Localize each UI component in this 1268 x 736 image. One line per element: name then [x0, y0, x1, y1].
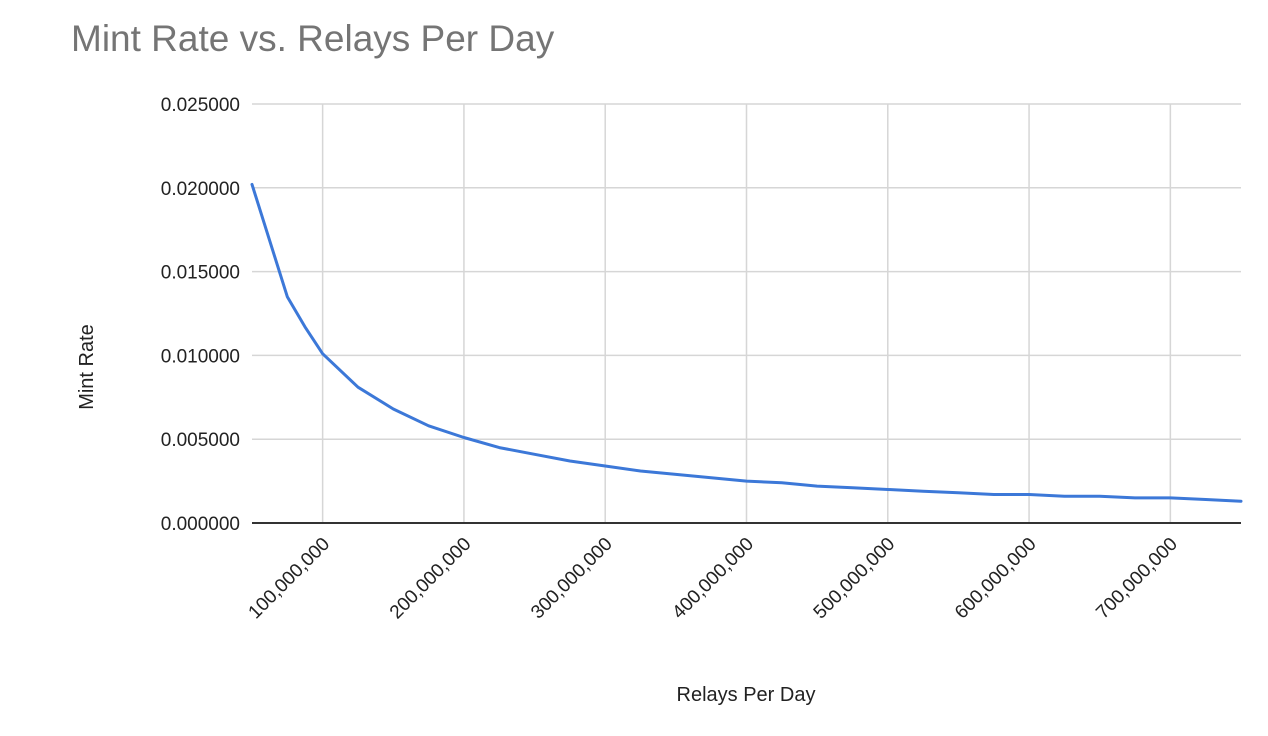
gridlines: [252, 103, 1241, 523]
y-tick-label: 0.015000: [161, 263, 240, 284]
y-tick-label: 0.010000: [161, 346, 240, 367]
series-line-0: [250, 182, 1243, 503]
x-axis-label: Relays Per Day: [677, 684, 816, 706]
x-tick-label: 200,000,000: [386, 534, 476, 624]
x-tick-label: 600,000,000: [951, 534, 1041, 624]
chart-title: Mint Rate vs. Relays Per Day: [71, 18, 555, 59]
y-tick-label: 0.005000: [161, 430, 240, 451]
y-axis-ticks: 0.000000 0.005000 0.010000 0.015000 0.020000…: [161, 95, 240, 535]
y-tick-label: 0.000000: [161, 514, 240, 535]
x-tick-label: 100,000,000: [245, 534, 335, 624]
x-tick-label: 300,000,000: [527, 534, 617, 624]
x-tick-label: 500,000,000: [810, 534, 900, 624]
y-tick-label: 0.025000: [161, 95, 240, 116]
series-group: [250, 182, 1243, 503]
y-tick-label: 0.020000: [161, 179, 240, 200]
x-tick-label: 400,000,000: [668, 534, 758, 624]
x-axis-ticks: 100,000,000 200,000,000 300,000,000 400,000…: [245, 534, 1182, 624]
y-axis-label: Mint Rate: [76, 324, 98, 410]
x-tick-label: 700,000,000: [1092, 534, 1182, 624]
